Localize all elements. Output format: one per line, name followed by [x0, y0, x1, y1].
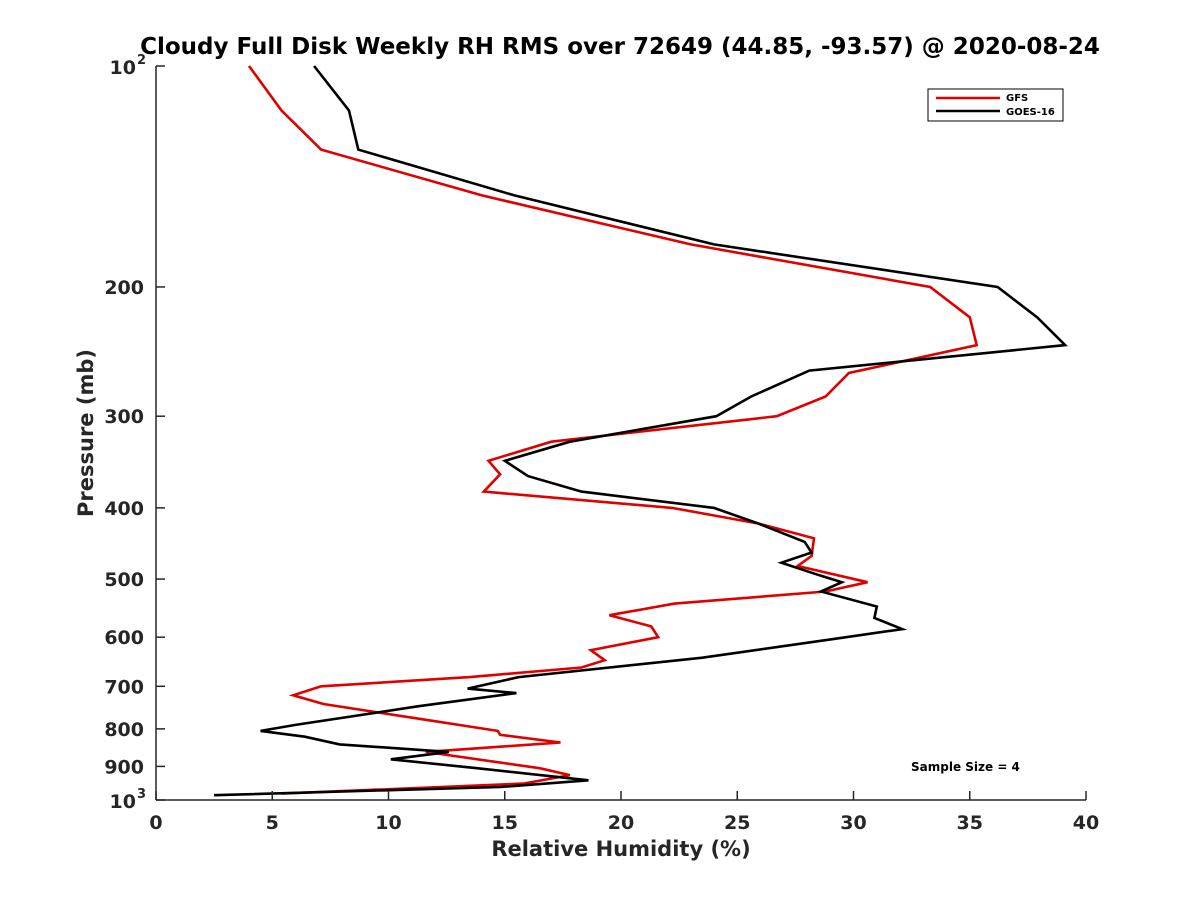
series-line-gfs — [247, 65, 979, 795]
legend-label-goes16: GOES-16 — [1006, 107, 1055, 118]
sample-size-annotation: Sample Size = 4 — [911, 760, 1020, 774]
y-tick-label: 300 — [104, 406, 144, 428]
legend-box — [927, 88, 1064, 122]
series-layer — [214, 65, 1068, 797]
y-tick-label: 900 — [104, 756, 144, 778]
y-tick-exponent: 2 — [137, 53, 146, 68]
x-tick-label: 35 — [957, 812, 983, 834]
x-tick-label: 0 — [149, 812, 162, 834]
x-tick-label: 5 — [266, 812, 279, 834]
x-tick-label: 40 — [1073, 812, 1099, 834]
y-tick-label: 200 — [104, 277, 144, 299]
y-tick-label: 600 — [104, 627, 144, 649]
x-axis-label: Relative Humidity (%) — [491, 837, 750, 861]
x-tick-label: 30 — [840, 812, 866, 834]
y-tick-label: 10 — [110, 791, 136, 813]
x-tick-label: 10 — [375, 812, 401, 834]
legend-label-gfs: GFS — [1006, 93, 1028, 104]
y-axis-label: Pressure (mb) — [74, 349, 98, 517]
y-tick-exponent: 3 — [137, 787, 146, 802]
y-tick-label: 800 — [104, 719, 144, 741]
y-tick-label: 500 — [104, 569, 144, 591]
y-tick-label: 10 — [110, 57, 136, 79]
x-tick-label: 15 — [492, 812, 518, 834]
x-tick-label: 25 — [724, 812, 750, 834]
legend: GFS GOES-16 — [927, 88, 1064, 122]
chart-title: Cloudy Full Disk Weekly RH RMS over 7264… — [140, 34, 1100, 60]
y-tick-label: 700 — [104, 676, 144, 698]
x-tick-label: 20 — [608, 812, 634, 834]
y-tick-label: 400 — [104, 498, 144, 520]
series-line-goes16 — [214, 65, 1068, 797]
x-ticks: 0 5 10 15 20 25 30 35 40 — [149, 791, 1099, 834]
